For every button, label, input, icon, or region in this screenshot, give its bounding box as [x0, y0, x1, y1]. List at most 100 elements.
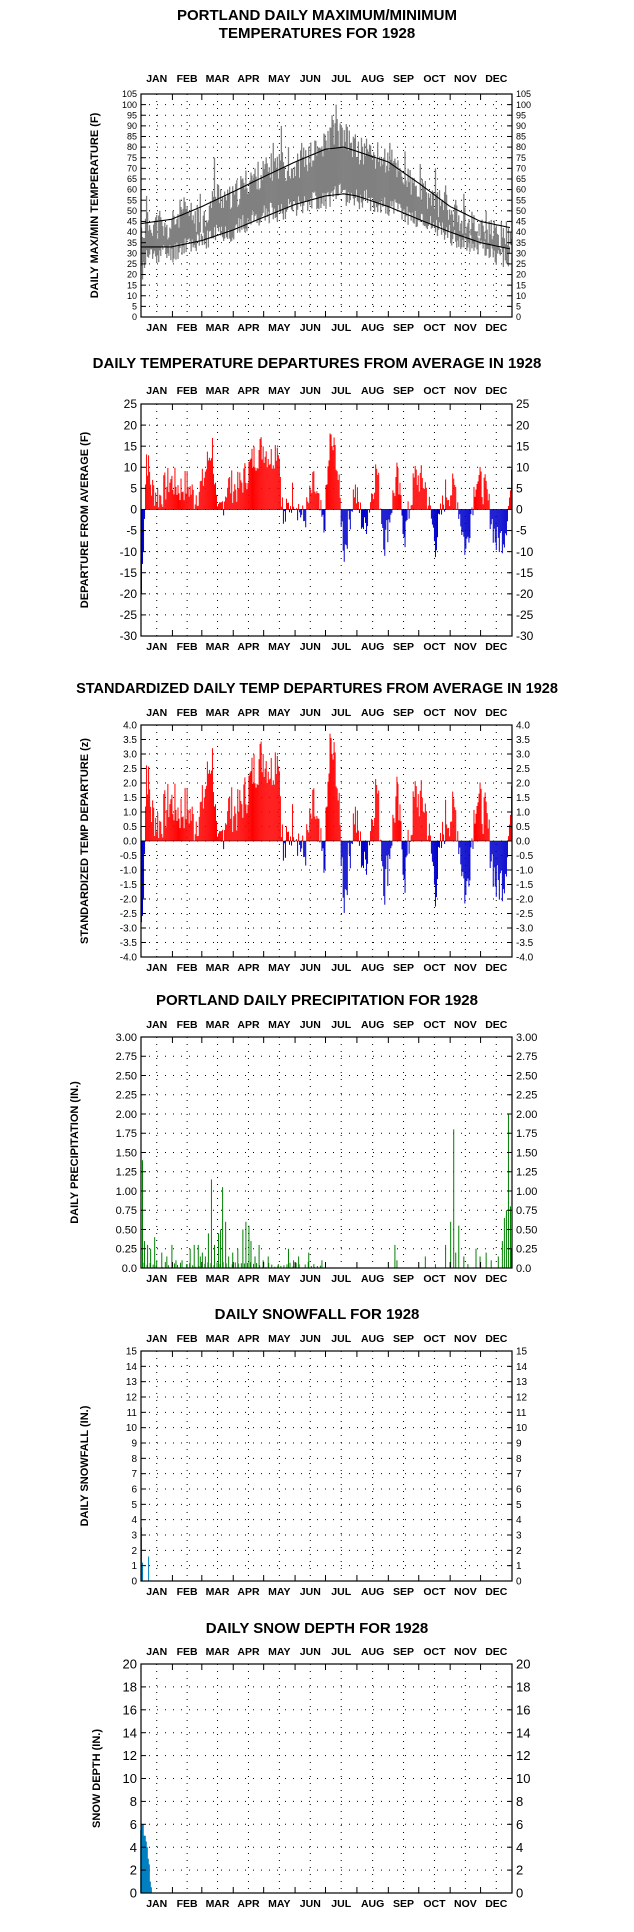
grid — [141, 404, 512, 636]
month-label: JUL — [331, 73, 351, 85]
month-label: DEC — [485, 707, 508, 719]
y-tick-label: -4.0 — [120, 953, 138, 964]
y-tick-label: -1.5 — [516, 880, 534, 891]
y-tick-label: 85 — [516, 132, 526, 142]
month-label: DEC — [485, 385, 508, 397]
y-tick-label: 6 — [130, 1817, 137, 1832]
y-tick-label: 1 — [131, 1561, 137, 1572]
y-tick-label: -3.5 — [120, 938, 138, 949]
month-label: SEP — [393, 962, 414, 974]
y-tick-label: 1.75 — [116, 1128, 137, 1140]
y-tick-label: 105 — [516, 89, 531, 99]
y-tick-label: 40 — [516, 227, 526, 237]
y-tick-label: 95 — [516, 110, 526, 120]
y-tick-label: 5 — [130, 482, 137, 496]
y-tick-label: -1.5 — [120, 880, 138, 891]
y-tick-label: 20 — [516, 418, 530, 432]
month-label: JUN — [300, 1273, 321, 1285]
month-label: APR — [237, 1586, 260, 1598]
y-tick-label: 45 — [516, 217, 526, 227]
month-label: JAN — [146, 1898, 167, 1910]
y-tick-label: 5 — [131, 1500, 137, 1511]
month-label: MAY — [268, 641, 290, 653]
y-tick-label: 7 — [516, 1469, 522, 1480]
month-label: JAN — [146, 385, 167, 397]
y-tick-label: -2.5 — [120, 909, 138, 920]
month-label: OCT — [423, 1333, 446, 1345]
month-label: JAN — [146, 962, 167, 974]
y-tick-label: -20 — [516, 587, 534, 601]
month-label: SEP — [393, 1019, 414, 1031]
y-tick-label: 75 — [127, 153, 137, 163]
y-tick-label: 1.0 — [516, 808, 530, 819]
y-tick-label: 55 — [516, 195, 526, 205]
y-tick-label: 20 — [516, 270, 526, 280]
y-tick-label: 5 — [516, 1500, 522, 1511]
y-tick-label: 9 — [131, 1439, 137, 1450]
month-label: DEC — [485, 962, 508, 974]
y-tick-label: -1.0 — [516, 866, 534, 877]
y-tick-label: 35 — [127, 238, 137, 248]
month-label: JAN — [146, 73, 167, 85]
y-tick-label: 3.5 — [123, 735, 137, 746]
month-label: NOV — [454, 1646, 477, 1658]
month-label: JUL — [331, 322, 351, 334]
month-label: MAY — [268, 1898, 290, 1910]
month-label: JUL — [331, 385, 351, 397]
month-label: JUL — [331, 707, 351, 719]
month-label: MAR — [206, 1646, 230, 1658]
y-tick-label: 1.00 — [116, 1186, 137, 1198]
data-marks — [141, 733, 512, 923]
y-tick-label: 30 — [127, 248, 137, 258]
month-label: NOV — [454, 962, 477, 974]
month-label: FEB — [177, 1898, 198, 1910]
month-label: AUG — [361, 73, 384, 85]
y-tick-label: 0 — [516, 1577, 522, 1588]
grid — [141, 1037, 512, 1268]
month-label: FEB — [177, 1273, 198, 1285]
data-marks — [140, 1824, 152, 1893]
y-tick-label: -20 — [120, 587, 138, 601]
y-tick-label: 3.00 — [516, 1032, 537, 1044]
y-tick-label: 7 — [131, 1469, 137, 1480]
y-tick-label: 1.75 — [516, 1128, 537, 1140]
month-label: MAY — [268, 73, 290, 85]
y-tick-label: -3.0 — [516, 924, 534, 935]
y-tick-label: 10 — [123, 1771, 137, 1786]
y-tick-label: 14 — [516, 1725, 530, 1740]
y-tick-label: 70 — [516, 163, 526, 173]
month-label: NOV — [454, 322, 477, 334]
month-label: OCT — [423, 73, 446, 85]
y-tick-label: 85 — [127, 132, 137, 142]
y-tick-label: 1.0 — [123, 808, 137, 819]
y-tick-label: 6 — [131, 1485, 137, 1496]
y-tick-label: 2.75 — [516, 1051, 537, 1063]
month-label: OCT — [423, 1273, 446, 1285]
y-tick-label: 16 — [516, 1702, 530, 1717]
y-tick-label: 4 — [131, 1515, 137, 1526]
y-axis-label: DAILY MAX/MIN TEMPERATURE (F) — [89, 112, 101, 298]
month-label: JUL — [331, 1586, 351, 1598]
month-label: NOV — [454, 1586, 477, 1598]
grid — [141, 1351, 512, 1581]
y-tick-label: 3 — [131, 1531, 137, 1542]
month-label: MAR — [206, 385, 230, 397]
y-tick-label: 1.25 — [516, 1167, 537, 1179]
y-tick-label: 15 — [127, 280, 137, 290]
month-label: DEC — [485, 1646, 508, 1658]
y-tick-label: 2 — [131, 1546, 137, 1557]
y-tick-label: 90 — [127, 121, 137, 131]
y-tick-label: -2.0 — [120, 895, 138, 906]
month-label: MAR — [206, 322, 230, 334]
month-label: JAN — [146, 1586, 167, 1598]
y-ticks: -4.0 -4.0 -3.5 -3.5 -3.0 -3.0 -2.5 -2.5 -2.0 -2.0… — [120, 721, 534, 964]
y-tick-label: 50 — [516, 206, 526, 216]
y-tick-label: -15 — [120, 566, 138, 580]
y-tick-label: 14 — [516, 1362, 528, 1373]
y-tick-label: -3.0 — [120, 924, 138, 935]
y-tick-label: 4 — [516, 1515, 522, 1526]
chart-3: STANDARDIZED DAILY TEMP DEPARTURES FROM … — [76, 681, 558, 974]
chart-5: DAILY SNOWFALL FOR 1928 DAILY SNOWFALL (I… — [79, 1306, 528, 1598]
month-label: JUL — [331, 1273, 351, 1285]
month-label: SEP — [393, 1586, 414, 1598]
